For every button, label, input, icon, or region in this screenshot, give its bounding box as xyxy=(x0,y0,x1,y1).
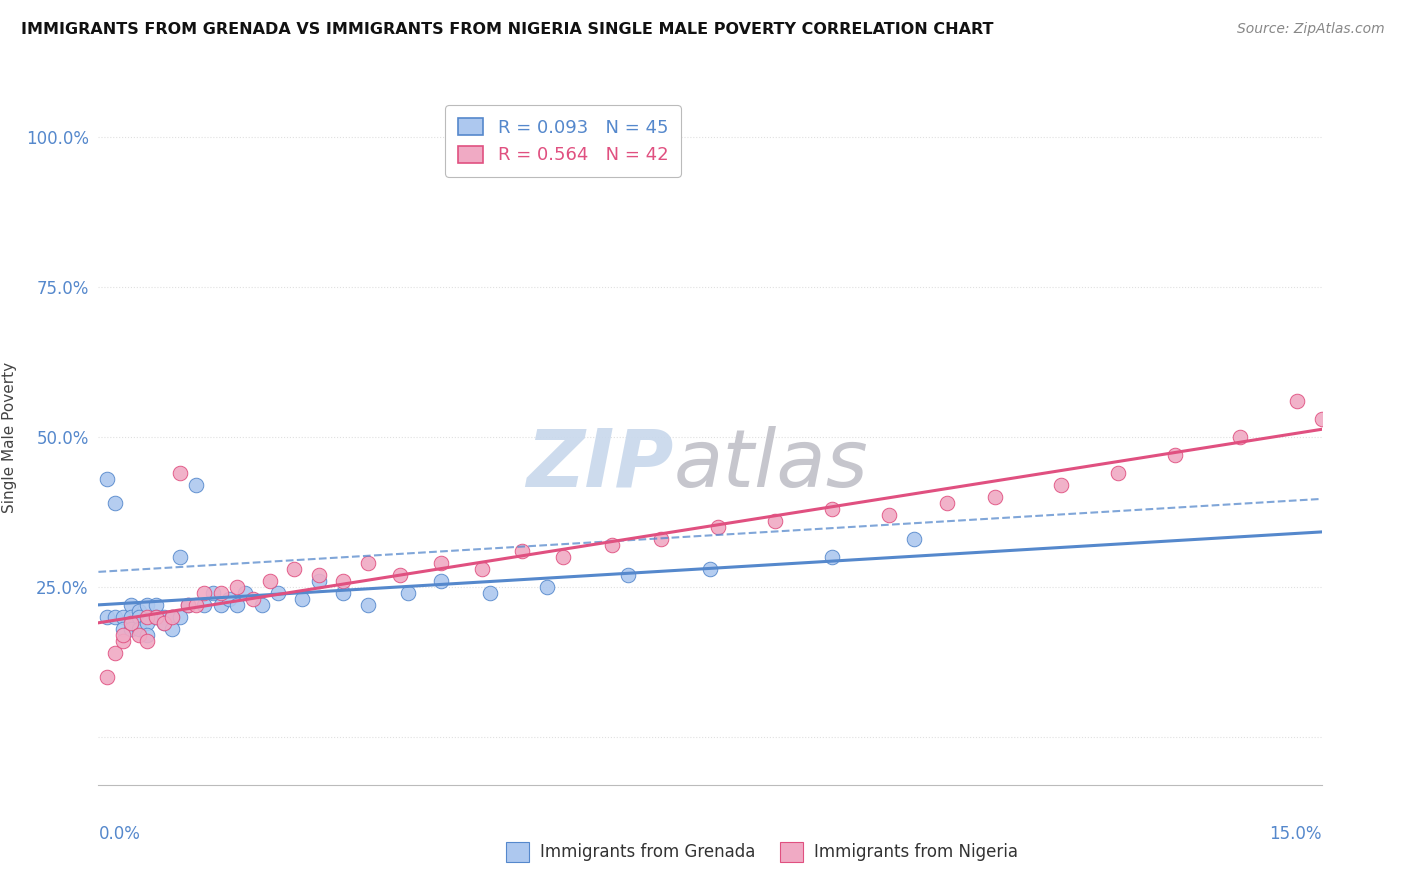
Point xyxy=(650,532,672,546)
Point xyxy=(1229,430,1251,444)
Point xyxy=(536,580,558,594)
Point xyxy=(821,549,844,564)
Point xyxy=(193,586,215,600)
Point xyxy=(104,646,127,660)
Point xyxy=(242,592,264,607)
Point xyxy=(104,610,127,624)
Point xyxy=(250,598,273,612)
Point xyxy=(332,574,354,588)
Point xyxy=(120,598,142,612)
Point xyxy=(177,598,200,612)
Point xyxy=(763,514,786,528)
Point xyxy=(430,556,453,570)
Point xyxy=(111,634,134,648)
Point xyxy=(430,574,453,588)
Point xyxy=(1107,466,1129,480)
Point xyxy=(553,549,575,564)
Point xyxy=(169,549,191,564)
Point xyxy=(96,610,118,624)
Point xyxy=(160,610,183,624)
Text: Source: ZipAtlas.com: Source: ZipAtlas.com xyxy=(1237,22,1385,37)
Point xyxy=(136,615,159,630)
Point xyxy=(478,586,501,600)
Point xyxy=(136,628,159,642)
Point xyxy=(396,586,419,600)
Point xyxy=(935,496,957,510)
Point xyxy=(111,622,134,636)
Point xyxy=(209,586,232,600)
Point xyxy=(120,615,142,630)
Point xyxy=(879,508,901,522)
Point xyxy=(120,622,142,636)
Point xyxy=(120,610,142,624)
Point xyxy=(160,622,183,636)
Text: 15.0%: 15.0% xyxy=(1270,825,1322,843)
Point xyxy=(291,592,314,607)
Point xyxy=(283,562,305,576)
Point xyxy=(152,610,174,624)
Point xyxy=(128,622,150,636)
Point xyxy=(308,568,330,582)
Point xyxy=(218,592,240,607)
Text: ZIP: ZIP xyxy=(526,425,673,504)
Point xyxy=(1286,394,1309,409)
Point xyxy=(201,586,224,600)
Legend: R = 0.093   N = 45, R = 0.564   N = 42: R = 0.093 N = 45, R = 0.564 N = 42 xyxy=(446,105,681,178)
Point xyxy=(186,598,208,612)
Text: 0.0%: 0.0% xyxy=(98,825,141,843)
Text: Immigrants from Nigeria: Immigrants from Nigeria xyxy=(814,843,1018,861)
Point xyxy=(1310,412,1333,426)
Point xyxy=(177,598,200,612)
Point xyxy=(96,472,118,486)
Y-axis label: Single Male Poverty: Single Male Poverty xyxy=(3,361,17,513)
Point xyxy=(226,598,249,612)
Point xyxy=(152,615,174,630)
Point xyxy=(111,628,134,642)
Point xyxy=(128,604,150,618)
Point xyxy=(617,568,640,582)
Point xyxy=(111,610,134,624)
Point xyxy=(104,496,127,510)
Point xyxy=(233,586,256,600)
Point xyxy=(226,580,249,594)
Point xyxy=(169,610,191,624)
Point xyxy=(471,562,494,576)
Point xyxy=(169,466,191,480)
Point xyxy=(821,502,844,516)
Point xyxy=(356,556,378,570)
Point xyxy=(145,610,167,624)
Point xyxy=(512,544,534,558)
Point xyxy=(128,628,150,642)
Text: IMMIGRANTS FROM GRENADA VS IMMIGRANTS FROM NIGERIA SINGLE MALE POVERTY CORRELATI: IMMIGRANTS FROM GRENADA VS IMMIGRANTS FR… xyxy=(21,22,994,37)
Point xyxy=(984,490,1007,504)
Point xyxy=(308,574,330,588)
Point xyxy=(267,586,290,600)
Point xyxy=(1164,448,1187,462)
Point xyxy=(145,610,167,624)
Point xyxy=(209,598,232,612)
Point xyxy=(389,568,412,582)
Point xyxy=(1049,478,1071,492)
Point xyxy=(136,598,159,612)
Point xyxy=(96,670,118,684)
Point xyxy=(136,610,159,624)
Point xyxy=(152,615,174,630)
Point xyxy=(903,532,925,546)
Point xyxy=(356,598,378,612)
Point xyxy=(259,574,281,588)
Point xyxy=(186,478,208,492)
Point xyxy=(193,598,215,612)
Point xyxy=(160,610,183,624)
Point xyxy=(699,562,721,576)
Point xyxy=(128,610,150,624)
Text: atlas: atlas xyxy=(673,425,868,504)
Point xyxy=(707,520,730,534)
Point xyxy=(145,598,167,612)
Point xyxy=(136,634,159,648)
Point xyxy=(332,586,354,600)
Text: Immigrants from Grenada: Immigrants from Grenada xyxy=(540,843,755,861)
Point xyxy=(600,538,623,552)
